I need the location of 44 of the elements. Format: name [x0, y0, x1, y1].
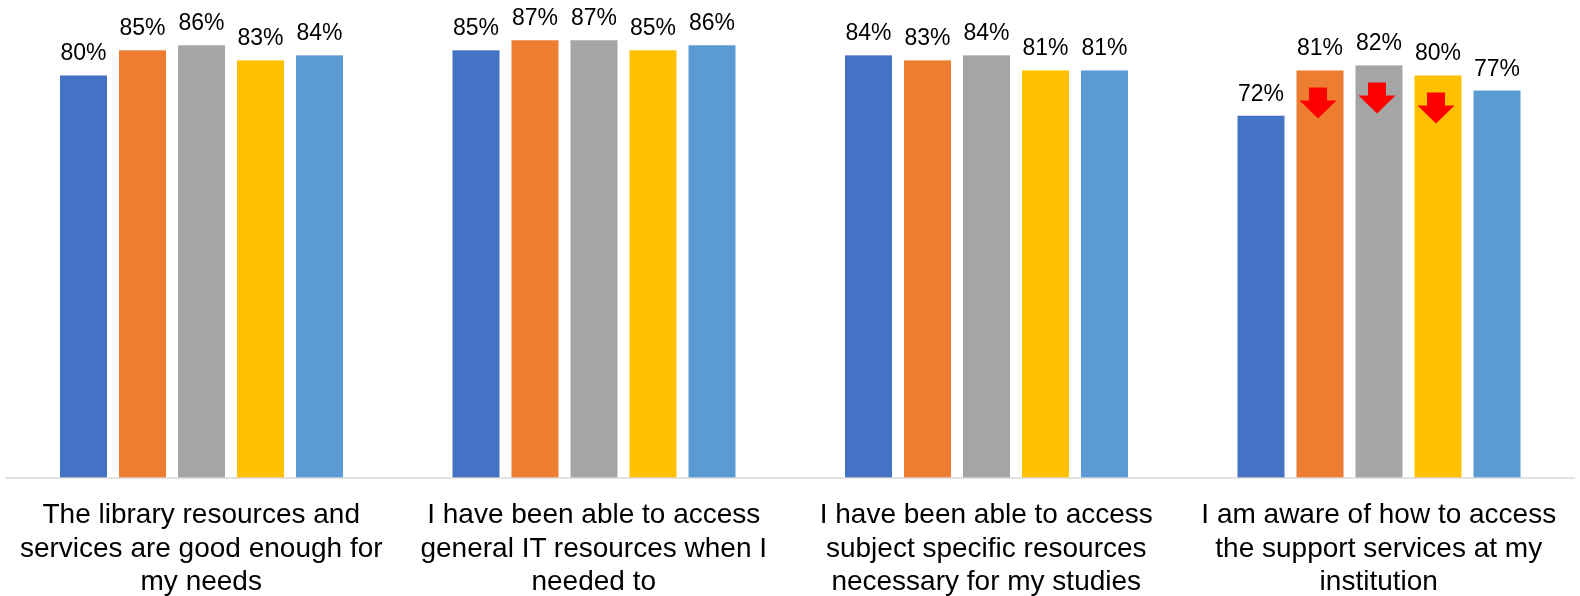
bar — [178, 45, 225, 478]
bar — [237, 60, 284, 478]
bar — [1296, 70, 1344, 478]
bar — [511, 40, 559, 478]
bar — [904, 60, 951, 478]
bar — [1414, 75, 1462, 478]
data-label: 86% — [688, 9, 736, 36]
bar — [688, 45, 736, 478]
x-tick-label: I am aware of how to access the support services at my institution — [1201, 498, 1557, 596]
bar — [1355, 65, 1403, 478]
data-label: 80% — [1414, 39, 1462, 66]
data-label: 85% — [452, 14, 500, 41]
data-label: 83% — [237, 24, 284, 51]
x-tick-label: The library resources and services are good enough for my needs — [19, 498, 383, 596]
x-tick-label: I have been able to access subject specific resources necessary for my studies — [819, 498, 1153, 596]
data-label: 81% — [1296, 34, 1344, 61]
x-tick-label: I have been able to access general IT resources when I needed to — [420, 498, 768, 596]
bar — [629, 50, 677, 478]
data-label: 87% — [511, 4, 559, 31]
data-label: 85% — [119, 14, 166, 41]
data-label: 84% — [845, 19, 892, 46]
data-label: 87% — [570, 4, 618, 31]
bar — [60, 75, 107, 478]
data-label: 77% — [1473, 54, 1521, 81]
bar — [963, 55, 1010, 478]
data-label: 81% — [1081, 34, 1128, 61]
data-label: 83% — [904, 24, 951, 51]
bar — [1237, 115, 1285, 478]
data-label: 86% — [178, 9, 225, 36]
data-label: 80% — [60, 39, 107, 66]
bar — [452, 50, 500, 478]
bar — [1022, 70, 1069, 478]
bar — [845, 55, 892, 478]
data-label: 82% — [1355, 29, 1403, 56]
data-label: 72% — [1237, 79, 1285, 106]
data-label: 81% — [1022, 34, 1069, 61]
bar — [570, 40, 618, 478]
bar — [296, 55, 343, 478]
data-label: 84% — [296, 19, 343, 46]
bar — [1473, 90, 1521, 478]
data-label: 84% — [963, 19, 1010, 46]
bar — [1081, 70, 1128, 478]
data-label: 85% — [629, 14, 677, 41]
bar — [119, 50, 166, 478]
